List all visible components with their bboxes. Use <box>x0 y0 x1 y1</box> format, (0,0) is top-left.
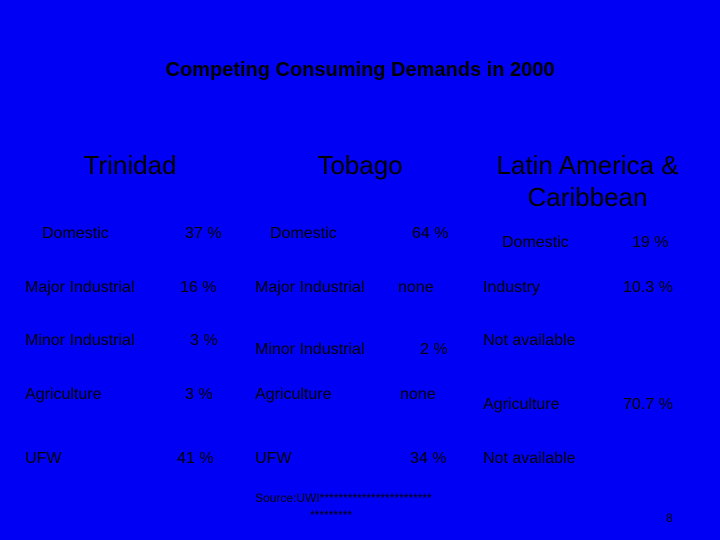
row-label: Domestic <box>42 225 109 242</box>
row-label: Major Industrial <box>255 279 365 296</box>
row-value: none <box>400 386 436 403</box>
row-label: Not available <box>483 332 576 349</box>
page-number: 8 <box>666 511 673 525</box>
row-label: Minor Industrial <box>25 332 135 349</box>
column-header: Tobago <box>317 150 403 180</box>
source: ********* <box>310 508 353 522</box>
row-value: 64 % <box>412 225 449 242</box>
row-value: 3 % <box>190 332 218 349</box>
row-value: 16 % <box>180 279 217 296</box>
row-value: 19 % <box>632 234 669 251</box>
source: Source:UWI************************ <box>255 491 432 505</box>
row-label: Minor Industrial <box>255 341 365 358</box>
row-label: Agriculture <box>255 386 332 403</box>
row-label: Major Industrial <box>25 279 135 296</box>
row-value: 41 % <box>177 450 214 467</box>
title: Competing Consuming Demands in 2000 <box>165 59 555 81</box>
row-label: Not available <box>483 450 576 467</box>
row-label: Agriculture <box>483 396 560 413</box>
column-header: Latin America & <box>496 150 679 180</box>
row-value: 70.7 % <box>623 396 673 413</box>
row-label: Agriculture <box>25 386 102 403</box>
row-label: UFW <box>255 450 292 467</box>
row-label: UFW <box>25 450 62 467</box>
row-label: Domestic <box>270 225 337 242</box>
row-value: none <box>398 279 434 296</box>
row-value: 34 % <box>410 450 447 467</box>
row-value: 37 % <box>185 225 222 242</box>
row-value: 10.3 % <box>623 279 673 296</box>
row-value: 3 % <box>185 386 213 403</box>
column-header: Caribbean <box>527 182 648 212</box>
row-label: Industry <box>483 279 540 296</box>
row-label: Domestic <box>502 234 569 251</box>
column-header: Trinidad <box>83 150 177 180</box>
row-value: 2 % <box>420 341 448 358</box>
